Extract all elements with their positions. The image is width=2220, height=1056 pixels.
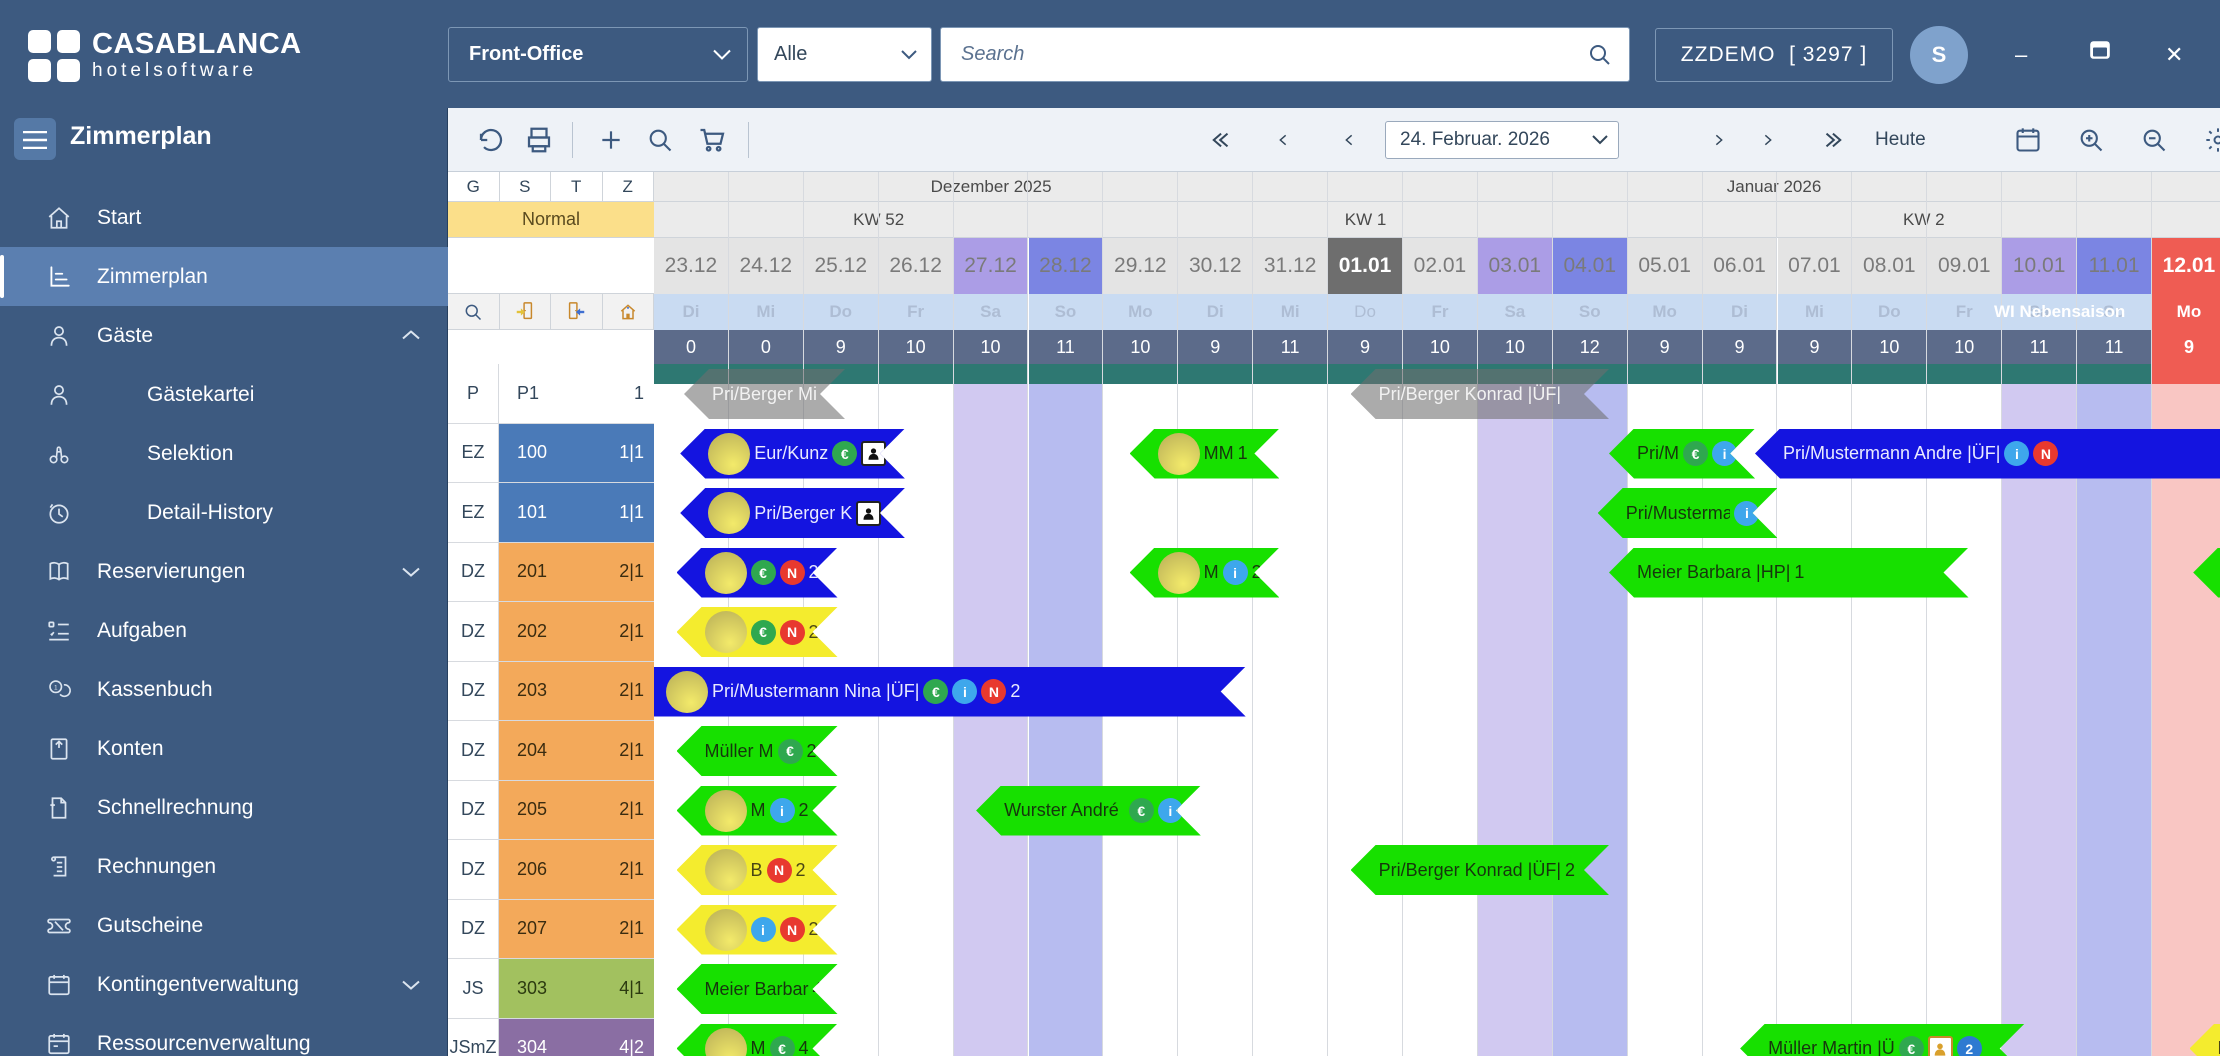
svg-text:1: 1 <box>54 684 58 691</box>
